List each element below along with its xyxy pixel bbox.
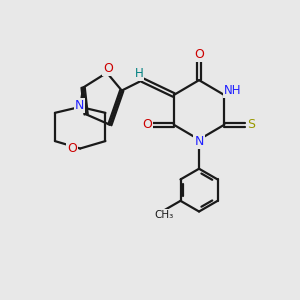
- Text: N: N: [194, 136, 204, 148]
- Text: O: O: [194, 48, 204, 62]
- Text: NH: NH: [224, 84, 242, 97]
- Text: O: O: [67, 142, 77, 155]
- Text: CH₃: CH₃: [154, 210, 173, 220]
- Text: O: O: [142, 118, 152, 131]
- Text: H: H: [135, 67, 143, 80]
- Text: S: S: [247, 118, 255, 131]
- Text: N: N: [75, 99, 84, 112]
- Text: O: O: [103, 62, 113, 75]
